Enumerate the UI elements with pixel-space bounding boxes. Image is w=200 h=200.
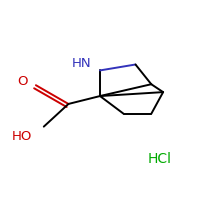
Text: HN: HN — [71, 57, 91, 70]
Text: HO: HO — [12, 130, 32, 143]
Text: O: O — [17, 75, 27, 88]
Text: HCl: HCl — [147, 152, 171, 166]
